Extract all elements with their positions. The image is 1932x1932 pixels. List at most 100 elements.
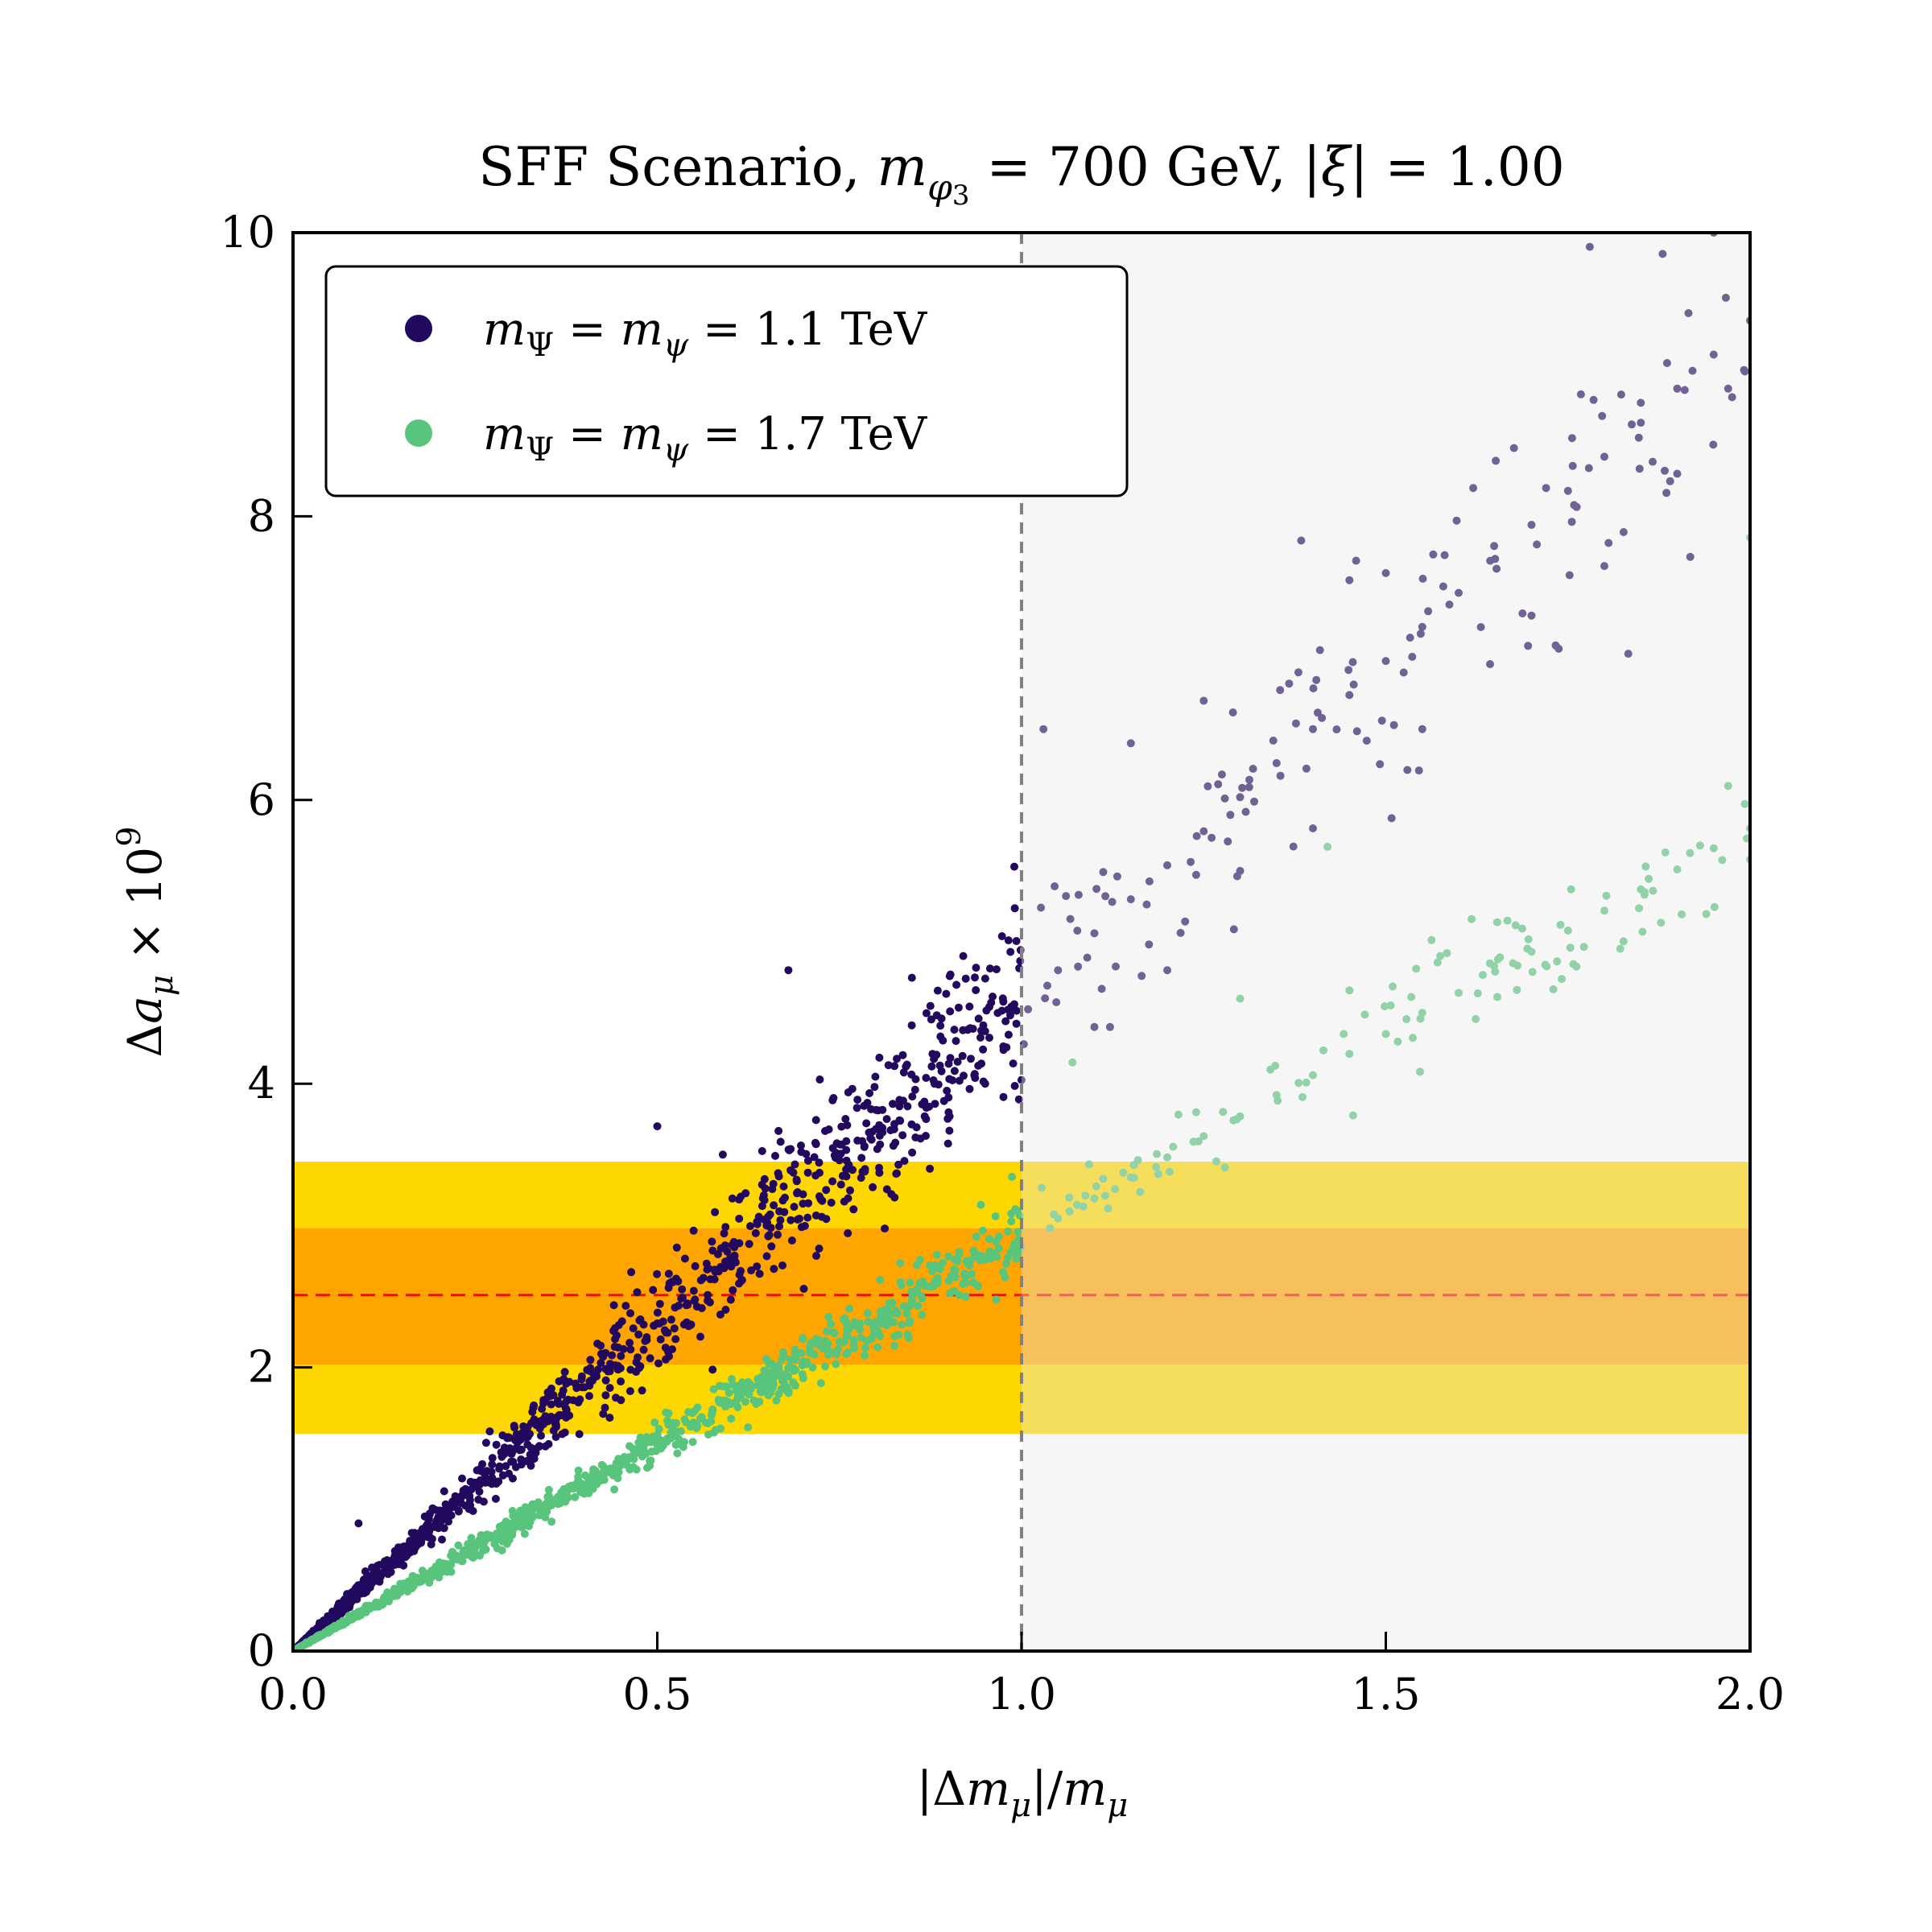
point-series-2 (435, 1564, 443, 1573)
point-series-1 (787, 1236, 796, 1245)
point-series-2 (736, 1393, 745, 1402)
point-series-1 (523, 1433, 532, 1441)
point-series-2 (1199, 1132, 1208, 1141)
point-series-2 (849, 1335, 858, 1344)
point-series-1 (799, 1199, 807, 1208)
point-series-1 (793, 1216, 802, 1224)
svg-text:Δaμ × 109: Δaμ × 109 (111, 826, 180, 1057)
point-series-1 (1276, 771, 1285, 780)
point-series-2 (1649, 886, 1657, 895)
point-series-2 (850, 1318, 859, 1327)
point-series-1 (1406, 634, 1414, 642)
point-series-1 (869, 1183, 877, 1191)
point-series-1 (811, 1211, 820, 1220)
point-series-1 (1192, 832, 1201, 840)
point-series-1 (1418, 724, 1426, 733)
point-series-1 (922, 1074, 931, 1082)
point-series-1 (1469, 484, 1478, 493)
point-series-1 (696, 1332, 704, 1341)
point-series-1 (1062, 892, 1071, 901)
point-series-1 (886, 1126, 895, 1134)
point-series-2 (588, 1469, 597, 1478)
point-series-2 (689, 1420, 698, 1429)
legend-label-1: mΨ = mψ = 1.1 TeV (483, 303, 928, 364)
point-series-2 (1509, 959, 1517, 968)
point-series-1 (1108, 898, 1117, 906)
point-series-1 (1661, 466, 1669, 475)
point-series-1 (704, 1290, 712, 1299)
point-series-1 (999, 1042, 1008, 1051)
point-series-1 (1418, 574, 1427, 583)
point-series-1 (560, 1428, 569, 1437)
point-series-1 (1276, 686, 1285, 695)
point-series-2 (953, 1257, 962, 1265)
point-series-2 (784, 1387, 793, 1395)
point-series-1 (720, 1229, 729, 1238)
shaded-region (1022, 233, 1750, 1651)
point-series-2 (863, 1336, 872, 1345)
point-series-1 (684, 1322, 693, 1331)
point-series-1 (1616, 390, 1625, 399)
point-series-1 (716, 1311, 724, 1319)
point-series-1 (541, 1395, 550, 1404)
point-series-1 (1010, 904, 1019, 913)
point-series-1 (332, 1612, 340, 1620)
point-series-2 (1657, 919, 1666, 927)
point-series-1 (1377, 716, 1386, 725)
point-series-2 (1645, 874, 1653, 883)
point-series-1 (585, 1392, 593, 1401)
point-series-1 (849, 1205, 858, 1214)
point-series-1 (760, 1195, 769, 1204)
point-series-1 (1455, 588, 1463, 597)
point-series-1 (977, 1059, 986, 1068)
point-series-2 (1472, 1014, 1480, 1023)
point-series-1 (502, 1462, 510, 1471)
point-series-1 (887, 1190, 896, 1199)
point-series-1 (985, 964, 994, 973)
point-series-2 (824, 1312, 833, 1321)
point-series-2 (1037, 1183, 1046, 1192)
point-series-2 (829, 1328, 837, 1337)
point-series-1 (1269, 737, 1278, 745)
point-series-1 (944, 1059, 953, 1068)
point-series-1 (682, 1301, 691, 1310)
point-series-2 (1381, 1030, 1390, 1038)
point-series-1 (580, 1383, 588, 1392)
point-series-2 (664, 1409, 673, 1418)
point-series-2 (1194, 1137, 1203, 1146)
point-series-1 (325, 1612, 334, 1621)
point-series-2 (1007, 1217, 1016, 1226)
point-series-1 (945, 1126, 954, 1135)
point-series-2 (932, 1250, 941, 1259)
point-series-1 (696, 1276, 705, 1285)
point-series-2 (654, 1425, 663, 1434)
point-series-2 (520, 1530, 529, 1538)
point-series-2 (301, 1640, 310, 1649)
point-series-2 (1309, 1071, 1317, 1080)
point-series-2 (526, 1517, 535, 1526)
point-series-2 (471, 1543, 480, 1552)
point-series-1 (753, 1262, 762, 1271)
point-series-1 (1052, 998, 1061, 1006)
point-series-2 (1407, 993, 1416, 1001)
point-series-2 (650, 1418, 659, 1426)
point-series-1 (775, 1207, 783, 1216)
point-series-1 (778, 1196, 787, 1205)
point-series-1 (1241, 807, 1250, 816)
point-series-2 (477, 1539, 486, 1548)
point-series-1 (1105, 1022, 1114, 1031)
point-series-2 (896, 1278, 905, 1286)
point-series-1 (1010, 1082, 1019, 1090)
chart-title: SFF Scenario, mφ3 = 700 GeV, |ξ| = 1.00 (478, 136, 1564, 212)
point-series-1 (1362, 737, 1371, 745)
point-series-1 (492, 1480, 501, 1488)
point-series-2 (347, 1615, 356, 1624)
point-series-2 (946, 1289, 955, 1298)
point-series-1 (382, 1561, 391, 1570)
point-series-1 (762, 1252, 771, 1261)
point-series-2 (1619, 937, 1628, 946)
point-series-2 (894, 1331, 903, 1340)
point-series-1 (972, 964, 980, 972)
point-series-2 (1416, 1067, 1424, 1076)
point-series-2 (831, 1348, 840, 1357)
